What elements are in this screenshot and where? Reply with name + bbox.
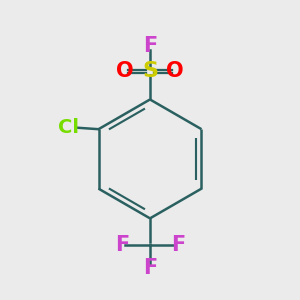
Text: F: F [143,36,157,56]
Text: F: F [143,258,157,278]
Text: O: O [116,61,134,81]
Text: S: S [142,61,158,81]
Text: Cl: Cl [58,118,79,137]
Text: F: F [115,235,129,254]
Text: O: O [167,61,184,81]
Text: F: F [171,235,185,254]
